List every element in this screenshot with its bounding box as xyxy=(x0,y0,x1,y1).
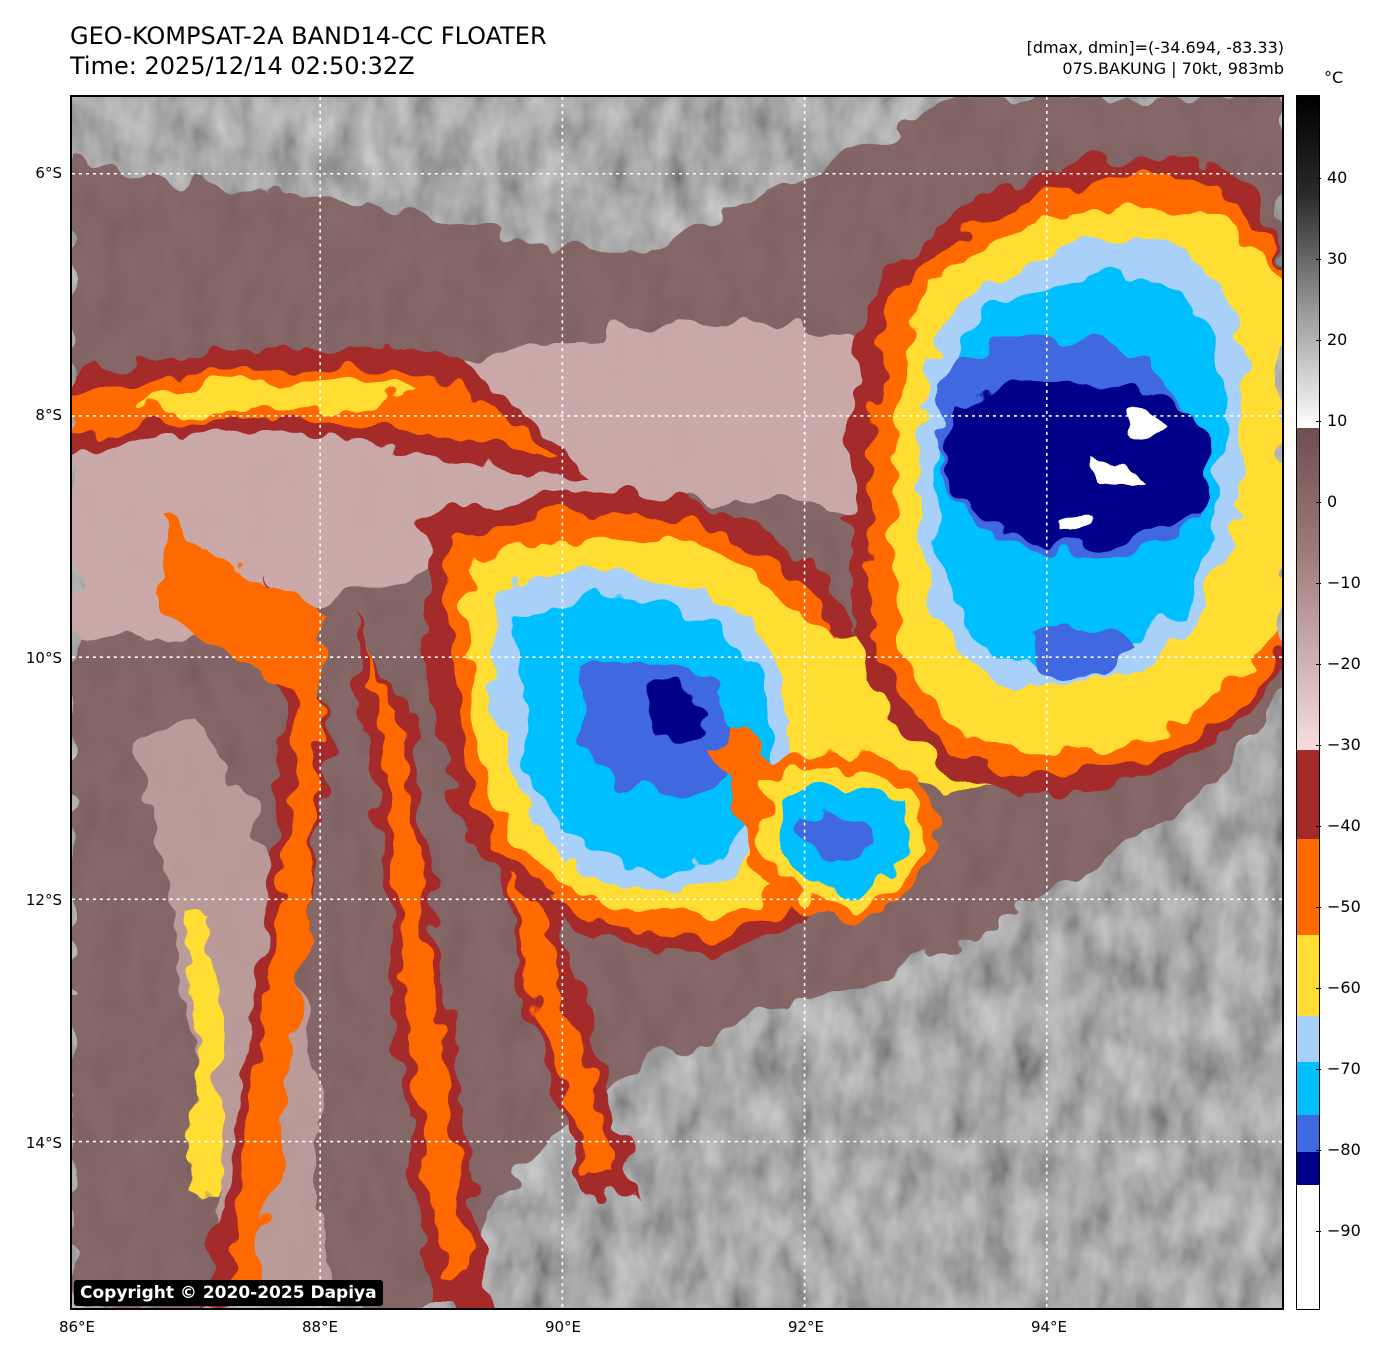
colorbar-tick xyxy=(1316,1150,1321,1151)
colorbar-sky-blue-segment xyxy=(1297,1062,1319,1115)
lat-label-14s: 14°S xyxy=(25,1134,62,1152)
colorbar-tick-label: −80 xyxy=(1327,1140,1361,1159)
colorbar-tick xyxy=(1316,1231,1321,1232)
info-storm: 07S.BAKUNG | 70kt, 983mb xyxy=(1062,59,1284,78)
colorbar-tick xyxy=(1316,907,1321,908)
colorbar-royal-blue-segment xyxy=(1297,1115,1319,1152)
colorbar-tick-label: 10 xyxy=(1327,411,1348,430)
colorbar-white-segment xyxy=(1297,1185,1319,1309)
colorbar-tick xyxy=(1316,1069,1321,1070)
colorbar-tick xyxy=(1316,664,1321,665)
colorbar-tick xyxy=(1316,583,1321,584)
lon-label-86e: 86°E xyxy=(58,1318,96,1336)
colorbar-warm-segment xyxy=(1297,428,1319,750)
colorbar-orange-segment xyxy=(1297,839,1319,935)
colorbar-tick xyxy=(1316,988,1321,989)
colorbar-tick-label: −20 xyxy=(1327,654,1361,673)
colorbar-gray-segment xyxy=(1297,96,1319,428)
colorbar-tick xyxy=(1316,178,1321,179)
lon-label-94e: 94°E xyxy=(1030,1318,1068,1336)
colorbar-tick xyxy=(1316,421,1321,422)
colorbar-tick xyxy=(1316,259,1321,260)
lat-label-12s: 12°S xyxy=(25,891,62,909)
lat-label-8s: 8°S xyxy=(35,406,62,424)
copyright-badge: Copyright © 2020-2025 Dapiya xyxy=(74,1280,383,1306)
colorbar-light-blue-segment xyxy=(1297,1016,1319,1062)
colorbar-tick xyxy=(1316,826,1321,827)
title-line-1: GEO-KOMPSAT-2A BAND14-CC FLOATER xyxy=(70,22,547,50)
colorbar-dark-blue-segment xyxy=(1297,1152,1319,1185)
lon-label-90e: 90°E xyxy=(544,1318,582,1336)
satellite-map: Copyright © 2020-2025 Dapiya xyxy=(70,95,1284,1310)
title-line-2: Time: 2025/12/14 02:50:32Z xyxy=(70,52,415,80)
colorbar-unit: °C xyxy=(1324,68,1344,87)
lat-label-6s: 6°S xyxy=(35,164,62,182)
colorbar-tick-label: 40 xyxy=(1327,168,1348,187)
lat-label-10s: 10°S xyxy=(25,649,62,667)
info-range: [dmax, dmin]=(-34.694, -83.33) xyxy=(1026,38,1284,57)
colorbar-tick-label: −90 xyxy=(1327,1221,1361,1240)
satellite-imagery xyxy=(72,97,1282,1308)
lon-label-92e: 92°E xyxy=(787,1318,825,1336)
lon-label-88e: 88°E xyxy=(301,1318,339,1336)
colorbar-gold-segment xyxy=(1297,935,1319,1016)
colorbar xyxy=(1296,95,1320,1310)
colorbar-tick-label: −50 xyxy=(1327,897,1361,916)
colorbar-tick-label: −70 xyxy=(1327,1059,1361,1078)
colorbar-brown-segment xyxy=(1297,750,1319,839)
colorbar-tick xyxy=(1316,745,1321,746)
colorbar-tick xyxy=(1316,502,1321,503)
colorbar-tick-label: 0 xyxy=(1327,492,1338,511)
colorbar-tick-label: 20 xyxy=(1327,330,1348,349)
colorbar-tick-label: −60 xyxy=(1327,978,1361,997)
colorbar-tick xyxy=(1316,340,1321,341)
colorbar-tick-label: −40 xyxy=(1327,816,1361,835)
colorbar-tick-label: −10 xyxy=(1327,573,1361,592)
colorbar-tick-label: −30 xyxy=(1327,735,1361,754)
colorbar-tick-label: 30 xyxy=(1327,249,1348,268)
